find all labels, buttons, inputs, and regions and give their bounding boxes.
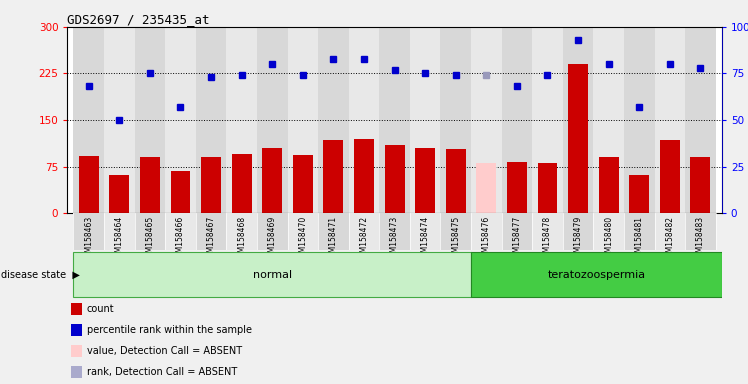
Bar (73, 252, 471, 297)
Bar (70, 366, 82, 378)
Bar (135, 213, 165, 250)
Bar (135, 27, 165, 213)
Bar (196, 27, 227, 213)
Text: GSM158483: GSM158483 (696, 216, 705, 262)
Bar (538, 164, 557, 213)
Bar (104, 27, 135, 213)
Text: teratozoospermia: teratozoospermia (548, 270, 646, 280)
Bar (104, 213, 135, 250)
Text: disease state  ▶: disease state ▶ (1, 270, 79, 280)
Text: GSM158467: GSM158467 (206, 216, 215, 262)
Bar (471, 27, 502, 213)
Text: count: count (87, 304, 114, 314)
Text: GSM158477: GSM158477 (512, 216, 521, 262)
Bar (410, 213, 441, 250)
Text: GDS2697 / 235435_at: GDS2697 / 235435_at (67, 13, 210, 26)
Bar (654, 27, 685, 213)
Text: GSM158481: GSM158481 (635, 216, 644, 262)
Text: percentile rank within the sample: percentile rank within the sample (87, 325, 252, 335)
Bar (293, 155, 313, 213)
Bar (140, 157, 160, 213)
Bar (70, 324, 82, 336)
Text: GSM158479: GSM158479 (574, 216, 583, 262)
Bar (201, 157, 221, 213)
Bar (196, 213, 227, 250)
Bar (415, 148, 435, 213)
Bar (685, 213, 716, 250)
Bar (410, 27, 441, 213)
Bar (502, 213, 532, 250)
Bar (562, 213, 593, 250)
Bar (598, 157, 619, 213)
Bar (471, 252, 722, 297)
Bar (354, 139, 374, 213)
Bar (227, 27, 257, 213)
Bar (441, 213, 471, 250)
Bar (318, 27, 349, 213)
Bar (349, 213, 379, 250)
Text: GSM158464: GSM158464 (114, 216, 124, 262)
Bar (73, 213, 104, 250)
Bar (624, 27, 654, 213)
Bar (232, 154, 251, 213)
Text: GSM158478: GSM158478 (543, 216, 552, 262)
Text: value, Detection Call = ABSENT: value, Detection Call = ABSENT (87, 346, 242, 356)
Text: GSM158475: GSM158475 (451, 216, 460, 262)
Text: GSM158470: GSM158470 (298, 216, 307, 262)
Bar (502, 27, 532, 213)
Bar (287, 213, 318, 250)
Bar (109, 175, 129, 213)
Bar (532, 213, 562, 250)
Text: GSM158463: GSM158463 (85, 216, 94, 262)
Text: GSM158473: GSM158473 (390, 216, 399, 262)
Bar (690, 157, 711, 213)
Bar (476, 164, 496, 213)
Bar (318, 213, 349, 250)
Bar (165, 213, 196, 250)
Text: normal: normal (253, 270, 292, 280)
Bar (624, 213, 654, 250)
Bar (654, 213, 685, 250)
Text: GSM158468: GSM158468 (237, 216, 246, 262)
Text: GSM158474: GSM158474 (420, 216, 429, 262)
Bar (593, 213, 624, 250)
Bar (562, 27, 593, 213)
Bar (257, 27, 287, 213)
Text: GSM158471: GSM158471 (329, 216, 338, 262)
Bar (70, 345, 82, 357)
Bar (323, 140, 343, 213)
Bar (263, 148, 282, 213)
Bar (70, 303, 82, 315)
Bar (257, 213, 287, 250)
Bar (349, 27, 379, 213)
Bar (660, 140, 680, 213)
Text: GSM158480: GSM158480 (604, 216, 613, 262)
Text: rank, Detection Call = ABSENT: rank, Detection Call = ABSENT (87, 367, 237, 377)
Bar (507, 162, 527, 213)
Bar (685, 27, 716, 213)
Bar (441, 27, 471, 213)
Bar (379, 27, 410, 213)
Text: GSM158466: GSM158466 (176, 216, 185, 262)
Bar (171, 171, 191, 213)
Bar (532, 27, 562, 213)
Bar (384, 145, 405, 213)
Text: GSM158472: GSM158472 (360, 216, 369, 262)
Text: GSM158465: GSM158465 (145, 216, 154, 262)
Text: GSM158482: GSM158482 (665, 216, 675, 262)
Bar (446, 149, 466, 213)
Bar (379, 213, 410, 250)
Bar (287, 27, 318, 213)
Bar (593, 27, 624, 213)
Bar (629, 175, 649, 213)
Bar (471, 213, 502, 250)
Bar (73, 27, 104, 213)
Bar (165, 27, 196, 213)
Bar (568, 64, 588, 213)
Text: GSM158469: GSM158469 (268, 216, 277, 262)
Text: GSM158476: GSM158476 (482, 216, 491, 262)
Bar (227, 213, 257, 250)
Bar (79, 156, 99, 213)
